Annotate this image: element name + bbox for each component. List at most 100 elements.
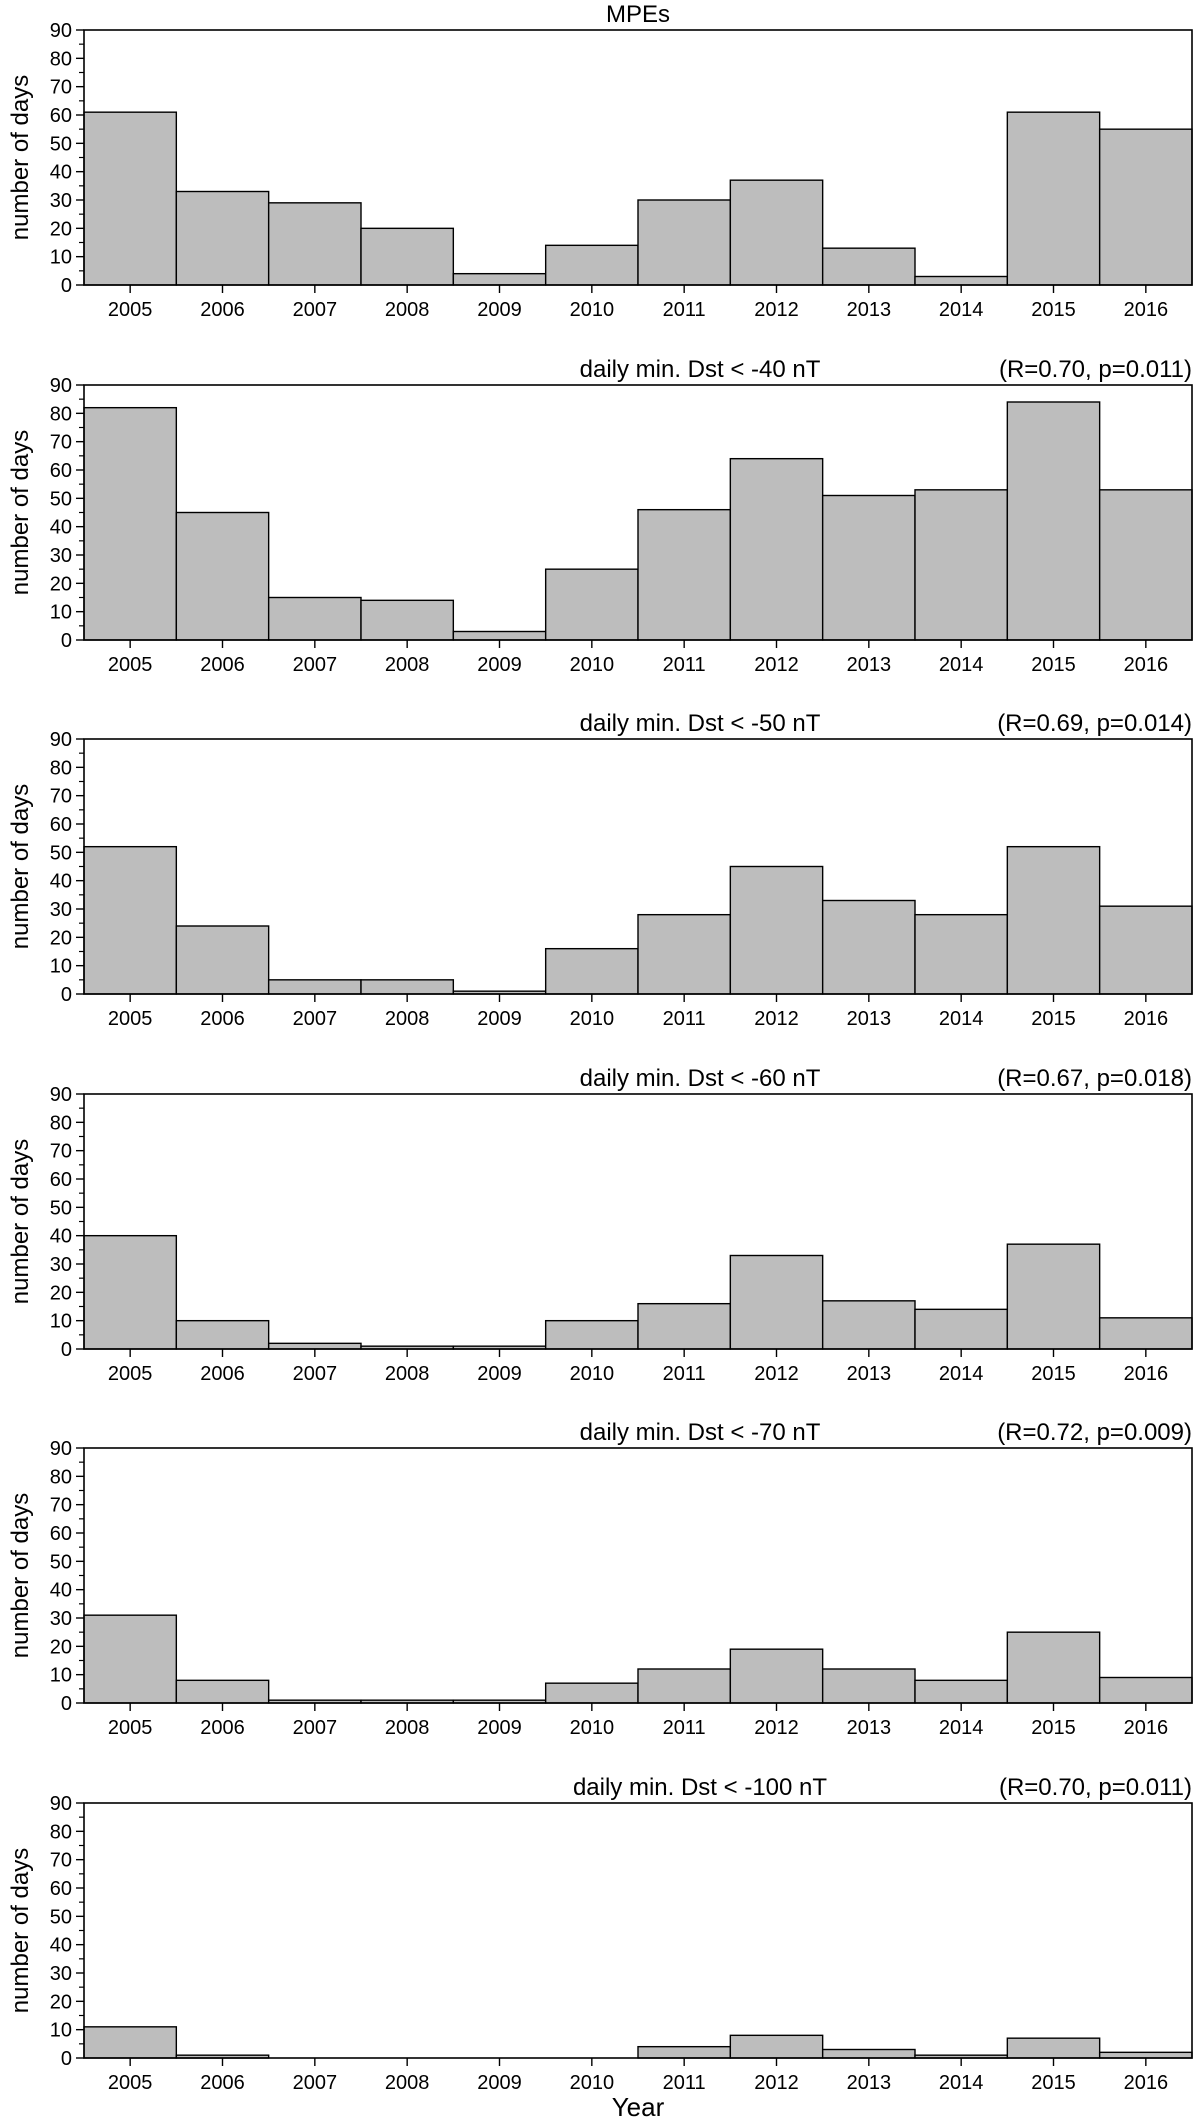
- bar-2007: [267, 1342, 362, 1350]
- y-tick-label: 30: [50, 190, 72, 212]
- x-tick-label-2014: 2014: [939, 654, 984, 676]
- bar-2005: [83, 111, 178, 286]
- y-tick-label: 50: [50, 842, 72, 864]
- x-tick-label-2009: 2009: [477, 299, 522, 321]
- bar-2013: [821, 899, 916, 995]
- x-tick-label-2015: 2015: [1031, 2072, 1076, 2094]
- y-tick-label: 20: [50, 1636, 72, 1658]
- bar-2015: [1006, 1243, 1101, 1350]
- y-tick-label: 90: [50, 375, 72, 397]
- bar-2010: [544, 1682, 639, 1704]
- y-tick-label: 80: [50, 1821, 72, 1843]
- x-tick-label-2016: 2016: [1124, 2072, 1169, 2094]
- x-tick-label-2006: 2006: [200, 1363, 245, 1385]
- y-tick-label: 20: [50, 1282, 72, 1304]
- x-tick-label-2010: 2010: [570, 2072, 615, 2094]
- panel-title: daily min. Dst < -60 nT: [580, 1065, 821, 1092]
- bar-2006: [175, 511, 270, 641]
- panel-6: 0 10 20 30 40 50 60 70 80 90 2005 2006 2007 2008 2009 2…: [7, 1774, 1193, 2118]
- y-tick-label: 10: [50, 1311, 72, 1333]
- bar-2010: [544, 568, 639, 641]
- y-axis-label: number of days: [7, 1493, 34, 1658]
- bar-2015: [1006, 2037, 1101, 2059]
- y-tick-label: 90: [50, 1438, 72, 1460]
- x-tick-label-2010: 2010: [570, 1717, 615, 1739]
- x-tick-label-2016: 2016: [1124, 654, 1169, 676]
- x-tick-label-2005: 2005: [108, 1363, 153, 1385]
- panel-title: daily min. Dst < -40 nT: [580, 356, 821, 383]
- y-tick-label: 50: [50, 1197, 72, 1219]
- bar-2011: [637, 913, 732, 995]
- x-tick-label-2006: 2006: [200, 2072, 245, 2094]
- x-tick-label-2005: 2005: [108, 1008, 153, 1030]
- bar-2014: [914, 1308, 1009, 1350]
- x-tick-label-2010: 2010: [570, 299, 615, 321]
- bar-2008: [360, 227, 455, 286]
- bar-2005: [83, 2026, 178, 2059]
- x-tick-label-2015: 2015: [1031, 654, 1076, 676]
- x-tick-label-2010: 2010: [570, 1363, 615, 1385]
- x-tick-label-2016: 2016: [1124, 1363, 1169, 1385]
- x-tick-label-2007: 2007: [293, 1008, 338, 1030]
- y-tick-label: 10: [50, 1665, 72, 1687]
- x-tick-label-2012: 2012: [754, 1717, 799, 1739]
- bar-2013: [821, 1300, 916, 1350]
- y-tick-label: 0: [61, 1693, 72, 1715]
- panel-stats: (R=0.70, p=0.011): [999, 356, 1192, 383]
- bar-2011: [637, 1302, 732, 1350]
- bar-2016: [1098, 1676, 1193, 1704]
- bar-2009: [452, 630, 547, 641]
- panel-title: daily min. Dst < -70 nT: [580, 1419, 821, 1446]
- y-tick-label: 70: [50, 786, 72, 808]
- y-tick-label: 40: [50, 1580, 72, 1602]
- bar-2011: [637, 1668, 732, 1704]
- bar-2005: [83, 845, 178, 995]
- bar-2012: [729, 1648, 824, 1704]
- y-tick-label: 30: [50, 1254, 72, 1276]
- x-tick-label-2011: 2011: [663, 654, 706, 676]
- x-tick-label-2009: 2009: [477, 2072, 522, 2094]
- bar-2011: [637, 199, 732, 286]
- x-tick-label-2014: 2014: [939, 2072, 984, 2094]
- x-tick-label-2015: 2015: [1031, 1717, 1076, 1739]
- bar-2010: [544, 1319, 639, 1350]
- bar-2015: [1006, 845, 1101, 995]
- bar-2006: [175, 1679, 270, 1704]
- panel-title: MPEs: [606, 1, 670, 28]
- x-tick-label-2005: 2005: [108, 2072, 153, 2094]
- bar-2005: [83, 406, 178, 641]
- y-tick-label: 30: [50, 1963, 72, 1985]
- bar-2006: [175, 1319, 270, 1350]
- x-tick-label-2015: 2015: [1031, 1008, 1076, 1030]
- y-axis-label: number of days: [7, 430, 34, 595]
- y-tick-label: 90: [50, 20, 72, 42]
- x-tick-label-2006: 2006: [200, 1008, 245, 1030]
- x-tick-label-2007: 2007: [293, 299, 338, 321]
- x-tick-label-2005: 2005: [108, 1717, 153, 1739]
- bar-2006: [175, 925, 270, 995]
- y-tick-label: 40: [50, 871, 72, 893]
- y-tick-label: 80: [50, 403, 72, 425]
- plot-frame: [83, 1802, 1193, 2059]
- y-tick-label: 30: [50, 545, 72, 567]
- x-tick-label-2010: 2010: [570, 654, 615, 676]
- bar-2013: [821, 1668, 916, 1704]
- panel-stats: (R=0.67, p=0.018): [997, 1065, 1192, 1092]
- x-tick-label-2012: 2012: [754, 1363, 799, 1385]
- bar-2016: [1098, 128, 1193, 286]
- bar-2014: [914, 489, 1009, 641]
- bar-2006: [175, 190, 270, 286]
- x-tick-label-2007: 2007: [293, 1717, 338, 1739]
- x-tick-label-2014: 2014: [939, 1008, 984, 1030]
- bar-2010: [544, 244, 639, 286]
- y-tick-label: 50: [50, 133, 72, 155]
- x-tick-label-2009: 2009: [477, 1717, 522, 1739]
- y-tick-label: 70: [50, 1141, 72, 1163]
- bar-2014: [914, 913, 1009, 995]
- x-tick-label-2015: 2015: [1031, 1363, 1076, 1385]
- y-tick-label: 50: [50, 1906, 72, 1928]
- x-axis-label: Year: [612, 2092, 665, 2118]
- y-tick-label: 0: [61, 1339, 72, 1361]
- x-tick-label-2014: 2014: [939, 1717, 984, 1739]
